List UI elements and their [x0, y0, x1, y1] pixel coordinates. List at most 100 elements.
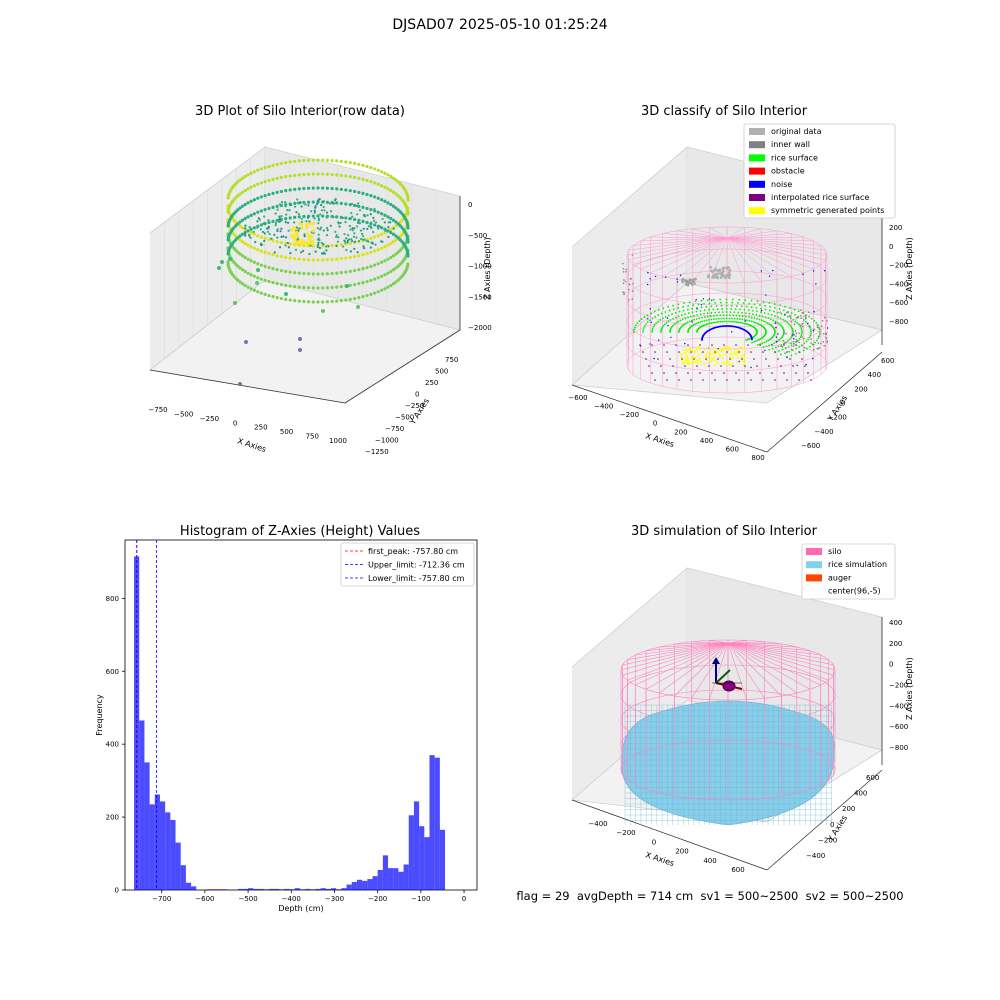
raw-data-point [308, 220, 311, 223]
raw-data-point [289, 216, 292, 219]
classified-point [741, 318, 744, 321]
classified-point [791, 335, 793, 337]
classified-point [692, 304, 695, 306]
raw-data-point [373, 181, 377, 185]
raw-data-point [357, 296, 361, 300]
classified-point [737, 349, 740, 352]
raw-data-point [309, 234, 313, 238]
legend-swatch [749, 207, 765, 215]
raw-data-point [305, 221, 309, 226]
classified-point [825, 333, 827, 336]
histogram-x-tick-label: −600 [195, 895, 214, 903]
raw-data-point [339, 271, 343, 275]
raw-data-point [279, 175, 283, 180]
raw-data-point [259, 249, 263, 253]
silo-wireframe-line [635, 642, 729, 656]
classified-point [786, 351, 788, 353]
raw-data-point [303, 233, 306, 236]
classified-point [802, 337, 805, 340]
simulation-x-tick-label: −400 [588, 820, 607, 828]
classified-point [798, 341, 800, 344]
classified-point [716, 361, 719, 364]
classified-point [709, 265, 713, 269]
raw-data-point [316, 243, 320, 246]
raw-data-point [365, 293, 369, 298]
classified-point [675, 321, 678, 324]
classified-point [730, 331, 733, 333]
classified-point [721, 347, 724, 350]
raw-data-point [240, 204, 245, 208]
raw-data-point [287, 229, 290, 232]
raw-data-point [255, 281, 259, 285]
classified-point [706, 312, 709, 315]
classified-point [816, 324, 819, 327]
raw-data-point [290, 234, 294, 238]
raw-data-point [337, 236, 340, 239]
raw-data-point [275, 254, 279, 258]
classified-point [732, 357, 735, 360]
raw-data-point [376, 182, 380, 186]
classified-point [786, 321, 789, 324]
classified-point [794, 320, 797, 323]
classified-point [697, 346, 700, 349]
raw-data-point [386, 187, 390, 191]
raw-data-point [335, 234, 338, 237]
classified-point [657, 314, 660, 316]
raw-data-point [361, 253, 365, 257]
raw-data-point [317, 233, 320, 236]
raw-data-point [369, 166, 373, 170]
silo-wireframe-line [726, 237, 762, 282]
raw-data-point [268, 232, 271, 236]
classified-point [757, 323, 760, 325]
classified-point [704, 323, 706, 326]
classified-point [623, 293, 625, 296]
classified-point [687, 312, 690, 315]
classified-point [794, 353, 797, 355]
raw-data-point [259, 277, 263, 281]
raw-y-tick-label: −1250 [365, 448, 389, 456]
classified-point [750, 366, 752, 369]
raw-data-point [249, 171, 253, 175]
raw-data-point [365, 265, 369, 270]
raw-data-point [396, 180, 400, 184]
classified-point [745, 339, 748, 341]
raw-data-point [344, 298, 348, 302]
classified-point [795, 372, 797, 374]
classified-point [725, 304, 728, 307]
raw-data-point [316, 258, 320, 262]
histogram-x-label: Depth (cm) [278, 904, 323, 913]
raw-data-point [302, 257, 306, 262]
raw-data-point [308, 238, 312, 242]
classified-point [747, 316, 750, 318]
histogram-bar [346, 884, 352, 890]
raw-data-point [252, 212, 256, 216]
raw-data-point [387, 221, 390, 224]
classified-point [774, 346, 777, 349]
raw-data-point [386, 201, 390, 205]
raw-data-point [335, 257, 339, 261]
classified-point [723, 344, 725, 346]
raw-data-point [246, 257, 250, 261]
classified-point [651, 344, 653, 346]
classified-point [765, 358, 767, 360]
raw-data-point [323, 252, 327, 255]
classified-point [737, 362, 740, 365]
classified-point [657, 308, 660, 311]
classified-point [812, 329, 815, 332]
raw-data-point [321, 309, 325, 313]
classified-point [681, 358, 683, 360]
classified-point [807, 322, 809, 325]
raw-data-point [306, 272, 311, 276]
raw-data-point [349, 250, 352, 253]
classified-point [760, 337, 763, 340]
classified-point [813, 328, 815, 331]
classified-point [649, 343, 651, 345]
raw-data-point [249, 273, 253, 277]
classified-point [777, 358, 779, 360]
classified-point [763, 341, 766, 344]
raw-data-point [367, 240, 370, 243]
classified-point [690, 349, 693, 352]
raw-data-point [325, 258, 330, 262]
